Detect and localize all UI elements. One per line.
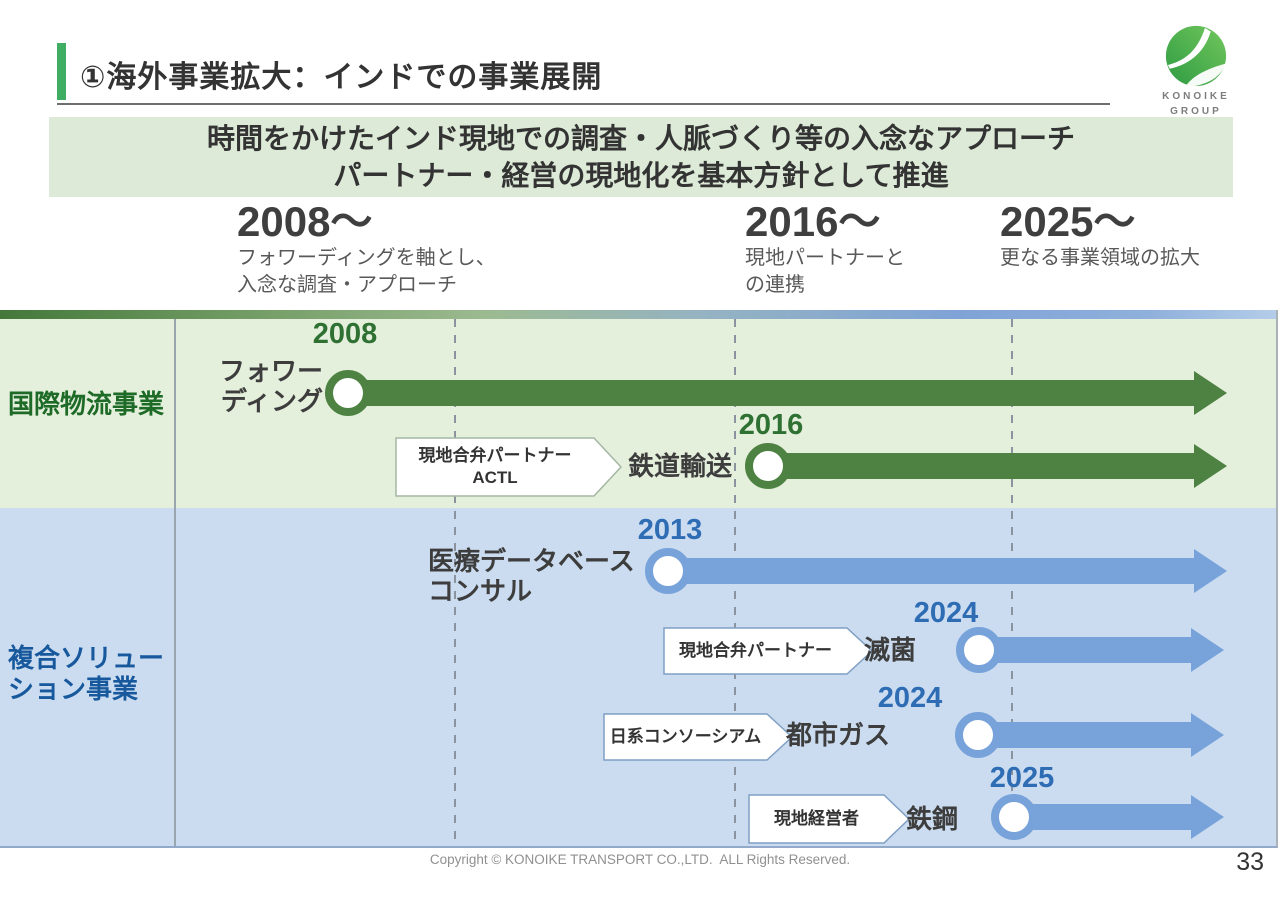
period-2025: 2025～ 更なる事業領域の拡大	[1000, 199, 1200, 272]
row-forwarding-arrowhead	[1194, 371, 1227, 415]
lane-label-divider	[174, 319, 176, 846]
row-sterilization-callout: 現地合弁パートナー	[663, 627, 874, 675]
row-medical-year: 2013	[637, 514, 703, 546]
row-citygas-label: 都市ガス	[786, 720, 891, 750]
row-rail-arrow-bar	[768, 453, 1195, 479]
row-rail-year: 2016	[738, 409, 804, 441]
row-sterilization-arrowhead	[1191, 628, 1224, 672]
callout-shape	[395, 437, 623, 497]
period-2008: 2008～ フォワーディングを軸とし、 入念な調査・アプローチ	[237, 199, 496, 299]
row-rail-arrowhead	[1194, 444, 1227, 488]
row-citygas-year: 2024	[877, 682, 943, 714]
row-citygas-arrowhead	[1191, 713, 1224, 757]
row-sterilization-marker	[956, 627, 1002, 673]
row-citygas-callout: 日系コンソーシアム	[603, 713, 794, 761]
title-accent-bar	[57, 43, 66, 100]
leaf-logo-icon	[1165, 25, 1227, 87]
page-number: 33	[1236, 848, 1264, 876]
callout-shape	[663, 627, 874, 675]
callout-text: 日系コンソーシアム	[603, 713, 768, 761]
row-label-line: ディング	[220, 386, 323, 416]
callout-line: 現地経営者	[774, 809, 859, 828]
row-sterilization-arrow-bar	[979, 637, 1192, 663]
row-medical-label: 医療データベース コンサル	[428, 546, 635, 606]
period-2008-desc2: 入念な調査・アプローチ	[237, 274, 457, 296]
period-2008-desc1: フォワーディングを軸とし、	[237, 247, 496, 269]
callout-text: 現地合弁パートナー ACTL	[395, 437, 595, 497]
period-2025-year: 2025～	[1000, 198, 1136, 245]
row-label-line: 医療データベース	[428, 546, 635, 576]
period-2016: 2016～ 現地パートナーと の連携	[745, 199, 905, 299]
row-medical-arrow-bar	[668, 558, 1195, 584]
row-sterilization-year: 2024	[913, 597, 979, 629]
row-citygas-marker	[955, 712, 1001, 758]
row-forwarding-year: 2008	[312, 318, 378, 350]
logo-text-line2: GROUP	[1170, 106, 1222, 117]
banner-line1: 時間をかけたインド現地での調査・人脈づくり等の入念なアプローチ	[206, 123, 1075, 154]
banner-line2: パートナー・経営の現地化を基本方針として推進	[333, 160, 949, 191]
page-title: ①海外事業拡大：インドでの事業展開	[80, 61, 603, 94]
row-citygas-arrow-bar	[978, 722, 1192, 748]
gridline-dashed-1	[454, 319, 456, 846]
row-medical-marker	[645, 548, 691, 594]
period-2016-year: 2016～	[745, 198, 881, 245]
row-steel-label: 鉄鋼	[906, 804, 959, 834]
row-forwarding-marker	[325, 370, 371, 416]
period-2008-year: 2008～	[237, 198, 373, 245]
title-divider	[57, 103, 1110, 105]
row-forwarding-arrow-bar	[348, 380, 1195, 406]
row-medical-arrowhead	[1194, 549, 1227, 593]
period-2025-desc1: 更なる事業領域の拡大	[1000, 247, 1200, 269]
period-2016-desc2: の連携	[745, 274, 805, 296]
row-rail-label: 鉄道輸送	[628, 451, 733, 481]
konoike-logo: KONOIKE GROUP	[1150, 24, 1242, 118]
logo-text-line1: KONOIKE	[1162, 91, 1230, 102]
lane-label-line: 国際物流事業	[8, 389, 165, 419]
callout-shape	[748, 794, 911, 844]
lane-label-international-logistics: 国際物流事業	[8, 389, 164, 420]
callout-line: 日系コンソーシアム	[609, 727, 762, 746]
row-steel-year: 2025	[989, 762, 1055, 794]
lane-label-line: 複合ソリュー	[8, 643, 165, 673]
row-forwarding-label: フォワー ディング	[185, 356, 323, 416]
timeline-chart: 国際物流事業 複合ソリュー ション事業 2008 フォワー ディング 2016 …	[0, 310, 1278, 848]
timeline-gradient-strip	[0, 310, 1276, 319]
period-2016-desc1: 現地パートナーと	[745, 247, 905, 269]
callout-text: 現地経営者	[748, 794, 885, 844]
row-sterilization-label: 滅菌	[864, 635, 917, 665]
row-label-line: コンサル	[428, 576, 533, 606]
row-steel-arrow-bar	[1014, 804, 1192, 830]
callout-line: 現地合弁パートナー	[679, 641, 832, 660]
lane-label-combined-solutions: 複合ソリュー ション事業	[8, 643, 164, 705]
callout-line: ACTL	[472, 468, 518, 487]
lane-label-line: ション事業	[8, 674, 139, 704]
callout-text: 現地合弁パートナー	[663, 627, 848, 675]
callout-line: 現地合弁パートナー	[418, 446, 572, 465]
row-rail-marker	[745, 443, 791, 489]
row-label-line: フォワー	[218, 356, 323, 386]
key-message-banner: 時間をかけたインド現地での調査・人脈づくり等の入念なアプローチ パートナー・経営…	[49, 117, 1233, 197]
row-rail-callout: 現地合弁パートナー ACTL	[395, 437, 623, 497]
row-steel-callout: 現地経営者	[748, 794, 911, 844]
callout-shape	[603, 713, 794, 761]
copyright-text: Copyright © KONOIKE TRANSPORT CO.,LTD. A…	[429, 852, 851, 867]
row-steel-arrowhead	[1191, 795, 1224, 839]
row-steel-marker	[991, 794, 1037, 840]
